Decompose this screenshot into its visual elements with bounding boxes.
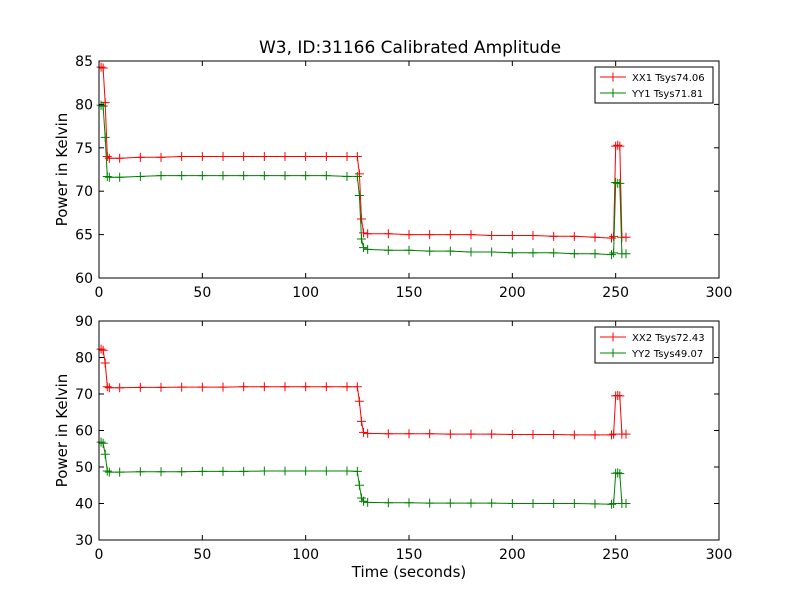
top-panel: 0 50 100 150 200 250 300 60 65 70 75 80 85 Power in K… — [53, 54, 732, 301]
series-line-0-1 — [100, 104, 626, 256]
legend-swatch-marker — [608, 332, 618, 342]
legend-box-1 — [594, 326, 714, 364]
x-tick-label: 150 — [396, 285, 423, 301]
x-tick-label: 50 — [193, 285, 211, 301]
legend-box-0 — [594, 66, 714, 104]
series-markers-0-1 — [96, 100, 631, 260]
legend-swatch-marker — [608, 88, 618, 98]
series-line-1-1 — [100, 441, 626, 505]
x-tick-label: 100 — [292, 285, 319, 301]
y-tick-label: 50 — [75, 460, 93, 476]
series-markers-1-1 — [96, 437, 631, 509]
y-tick-label: 40 — [75, 497, 93, 513]
legend-entry: YY2 Tsys49.07 — [631, 349, 703, 360]
y-axis-label: Power in Kelvin — [53, 374, 71, 488]
x-tick-label: 250 — [602, 547, 629, 563]
y-tick-label: 85 — [75, 54, 93, 70]
legend-entry: XX2 Tsys72.43 — [632, 333, 705, 344]
x-tick-label: 300 — [706, 547, 733, 563]
x-tick-label: 200 — [499, 285, 526, 301]
x-tick-label: 300 — [706, 285, 733, 301]
x-tick-label: 0 — [95, 285, 104, 301]
x-tick-label: 100 — [292, 547, 319, 563]
legend-swatch-marker — [608, 72, 618, 82]
series-line-0-0 — [100, 66, 626, 239]
y-tick-label: 90 — [75, 314, 93, 330]
y-tick-label: 30 — [75, 533, 93, 549]
figure-title: W3, ID:31166 Calibrated Amplitude — [259, 38, 561, 58]
y-tick-label: 75 — [75, 141, 93, 157]
series-markers-1-0 — [96, 344, 631, 440]
legend-entry: YY1 Tsys71.81 — [631, 89, 703, 100]
series-line-1-0 — [100, 348, 626, 436]
legend-entry: XX1 Tsys74.06 — [632, 73, 705, 84]
y-axis-label: Power in Kelvin — [53, 113, 71, 227]
y-tick-label: 70 — [75, 184, 93, 200]
x-tick-label: 200 — [499, 547, 526, 563]
y-tick-label: 60 — [75, 271, 93, 287]
y-tick-label: 60 — [75, 424, 93, 440]
y-tick-label: 80 — [75, 351, 93, 367]
series-markers-0-0 — [96, 62, 631, 243]
y-tick-label: 80 — [75, 97, 93, 113]
x-tick-label: 150 — [396, 547, 423, 563]
bottom-panel: 0 50 100 150 200 250 300 30 40 50 60 70 80 90 Power in… — [53, 314, 732, 581]
x-tick-label: 50 — [193, 547, 211, 563]
y-tick-label: 70 — [75, 387, 93, 403]
x-axis-label: Time (seconds) — [351, 563, 467, 581]
y-tick-label: 65 — [75, 228, 93, 244]
x-tick-label: 0 — [95, 547, 104, 563]
x-tick-label: 250 — [602, 285, 629, 301]
legend-swatch-marker — [608, 348, 618, 358]
